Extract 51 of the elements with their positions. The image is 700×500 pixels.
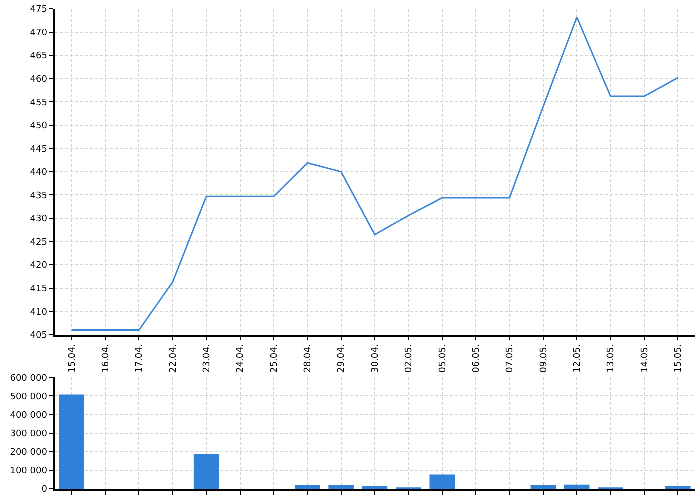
y-tick-label: 450 [30, 122, 48, 132]
x-tick-label: 09.05. [539, 344, 550, 373]
x-tick-label: 16.04. [101, 344, 112, 373]
y-tick-label: 445 [30, 144, 48, 155]
y-tick-label: 460 [30, 74, 48, 85]
y-tick-label: 440 [30, 168, 48, 178]
x-tick-label: 15.04. [68, 344, 78, 373]
x-tick-label: 22.04. [168, 344, 179, 373]
x-tick-label: 30.04. [370, 344, 381, 373]
line-series [71, 16, 679, 332]
bar [530, 485, 556, 489]
bar [295, 485, 320, 489]
y-tick-label: 475 [30, 5, 48, 16]
x-tick-label: 13.05. [606, 344, 617, 373]
x-tick-label: 24.04. [236, 344, 246, 373]
y-tick-label: 455 [30, 98, 48, 108]
x-tick-label: 12.05. [573, 344, 584, 373]
x-tick-label: 02.05. [404, 344, 415, 373]
x-tick-label: 23.04. [202, 344, 213, 373]
y-tick-label: 405 [30, 331, 48, 342]
bar [430, 474, 455, 489]
y-tick-label: 435 [30, 191, 48, 202]
x-tick-label: 25.04. [270, 344, 280, 373]
y-tick-label: 410 [30, 308, 48, 318]
bar [194, 454, 220, 489]
x-tick-label: 06.05. [472, 344, 482, 373]
x-tick-label: 29.04. [337, 344, 348, 373]
y-tick-label: 420 [30, 261, 48, 272]
y-tick-label: 0 [42, 485, 48, 496]
y-tick-label: 400 000 [10, 410, 48, 421]
x-tick-label: 15.05. [674, 344, 684, 373]
x-tick-label: 05.05. [438, 344, 448, 373]
y-tick-label: 300 000 [10, 429, 48, 440]
y-tick-label: 430 [30, 214, 48, 225]
bar [362, 486, 388, 489]
x-tick-label: 07.05. [506, 344, 516, 373]
y-tick-label: 100 000 [10, 466, 48, 477]
bar [666, 486, 691, 489]
bar [59, 394, 84, 489]
y-tick-label: 470 [30, 28, 48, 38]
x-tick-label: 17.04. [135, 344, 146, 373]
x-tick-label: 28.04. [304, 344, 314, 373]
y-tick-label: 200 000 [10, 448, 48, 458]
y-tick-label: 415 [30, 284, 48, 295]
y-tick-label: 600 000 [10, 374, 48, 384]
x-tick-label: 14.05. [640, 344, 650, 373]
bar [564, 484, 590, 489]
y-tick-label: 465 [30, 52, 48, 62]
y-tick-label: 500 000 [10, 392, 48, 402]
bar [328, 485, 354, 489]
y-tick-label: 425 [30, 238, 48, 248]
